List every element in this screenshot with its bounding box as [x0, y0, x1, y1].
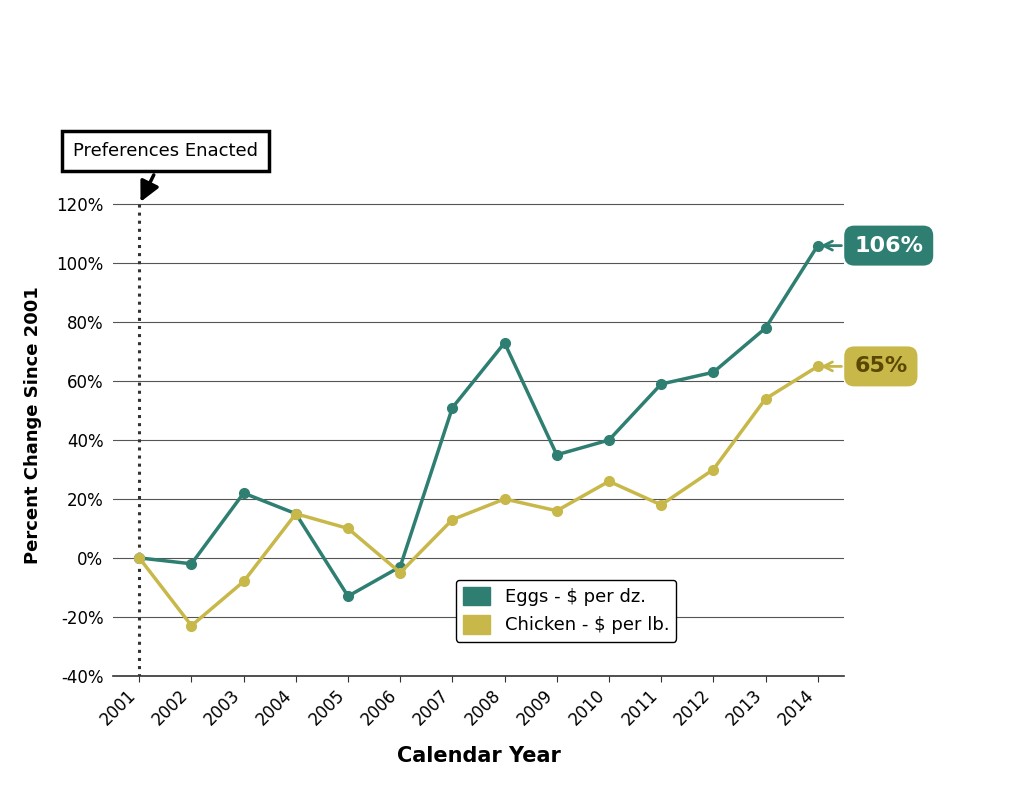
Text: 106%: 106%	[823, 235, 923, 256]
Legend: Eggs - $ per dz., Chicken - $ per lb.: Eggs - $ per dz., Chicken - $ per lb.	[456, 580, 676, 642]
Text: Preferences Enacted: Preferences Enacted	[73, 142, 258, 199]
X-axis label: Calendar Year: Calendar Year	[396, 746, 561, 766]
Text: 65%: 65%	[823, 356, 908, 376]
Y-axis label: Percent Change Since 2001: Percent Change Since 2001	[25, 286, 42, 564]
